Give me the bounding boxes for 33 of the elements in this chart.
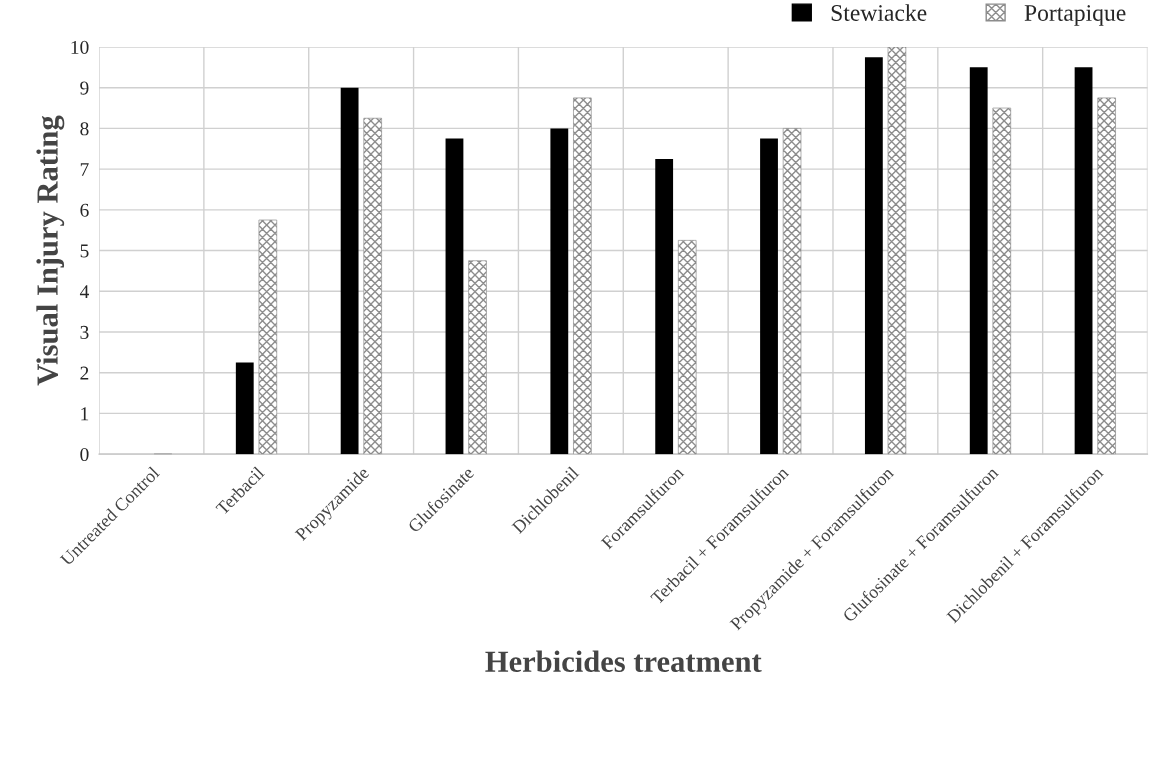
y-tick-label: 8: [80, 122, 89, 136]
bar: [992, 107, 1012, 455]
bar: [864, 57, 883, 455]
bar: [782, 128, 802, 455]
bar: [760, 138, 778, 455]
y-tick-label: 0: [80, 447, 89, 462]
legend-label: Stewiacke: [831, 4, 927, 21]
x-axis-title: Herbicides treatment: [485, 650, 762, 672]
bar: [468, 260, 487, 455]
bar: [550, 128, 569, 455]
bar: [363, 117, 382, 455]
bar: [969, 67, 988, 455]
legend-label: Portapique: [1024, 5, 1126, 26]
y-tick-label: 7: [80, 163, 89, 176]
y-tick-label: 10: [71, 40, 89, 54]
bar: [258, 219, 278, 455]
y-tick-label: 6: [80, 203, 89, 217]
bar: [1097, 97, 1116, 455]
y-tick-label: 5: [80, 244, 89, 258]
bar: [887, 46, 907, 455]
bar: [573, 97, 592, 455]
bar: [1074, 67, 1093, 455]
y-axis-title: Visual Injury Rating: [36, 115, 65, 386]
y-tick-label: 2: [80, 366, 89, 380]
bar: [655, 158, 674, 455]
y-tick-label: 9: [80, 81, 89, 95]
y-tick-label: 1: [81, 407, 89, 421]
bar: [445, 138, 464, 455]
bar: [340, 87, 359, 455]
y-tick-label: 4: [79, 285, 89, 299]
y-tick-label: 3: [80, 325, 89, 339]
bar: [677, 240, 697, 455]
bar: [235, 362, 254, 455]
